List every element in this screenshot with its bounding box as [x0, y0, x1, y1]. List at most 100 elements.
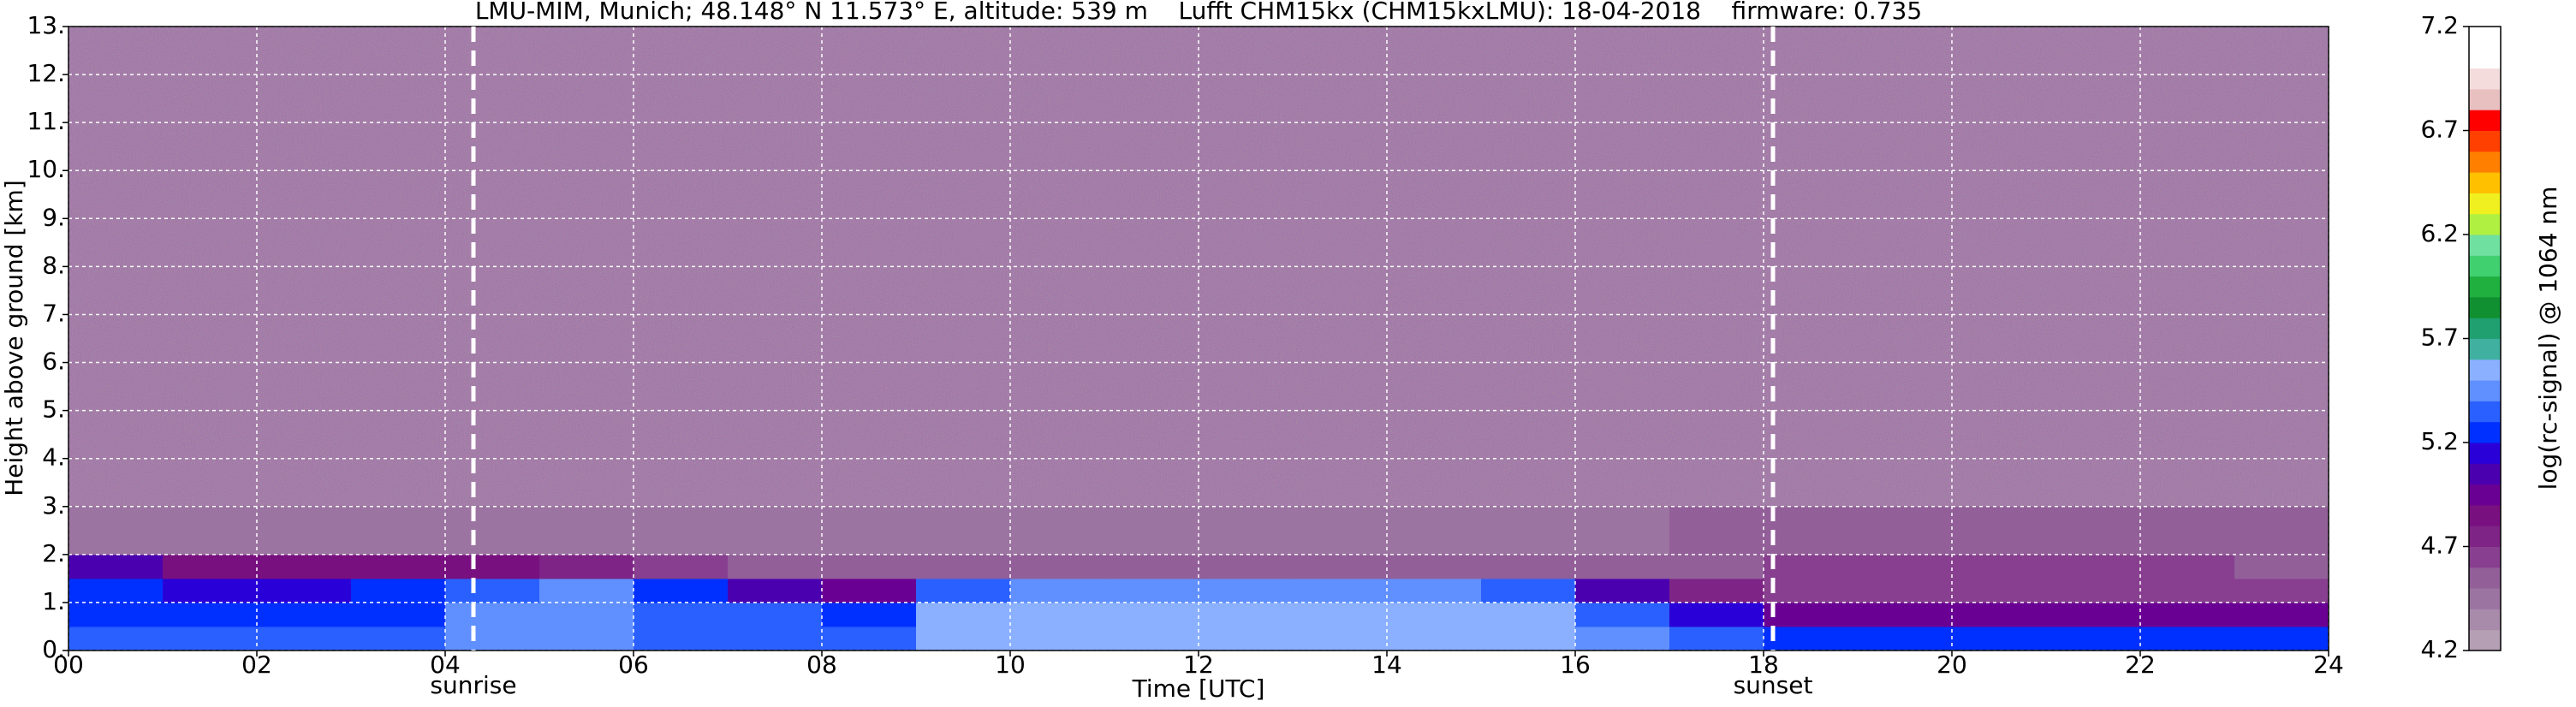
x-tick-label: 08	[806, 651, 837, 679]
heat-cell	[1293, 602, 1388, 627]
heat-cell	[822, 506, 917, 556]
y-tick-label: 11.	[27, 107, 65, 135]
x-tick-label: 10	[995, 651, 1026, 679]
heat-cell	[68, 578, 164, 603]
heat-cell	[2234, 506, 2329, 556]
colorbar-tick-label: 7.2	[2420, 11, 2459, 39]
heat-cell	[2234, 554, 2329, 579]
heat-cell	[1669, 506, 1764, 556]
heat-cell	[1858, 506, 1953, 556]
heat-cell	[916, 506, 1011, 556]
y-tick-label: 0.	[42, 635, 65, 663]
heat-cell	[539, 626, 634, 651]
heat-cell	[822, 554, 917, 579]
heat-cell	[1858, 602, 1953, 627]
heat-cell	[1952, 506, 2047, 556]
heat-cell	[2140, 506, 2235, 556]
heat-cell	[1199, 602, 1294, 627]
y-axis-title: Height above ground [km]	[0, 180, 28, 496]
heat-cell	[1387, 578, 1482, 603]
heat-cell	[1575, 602, 1670, 627]
colorbar-swatch	[2469, 276, 2501, 298]
colorbar-swatch	[2469, 193, 2501, 215]
heat-cell	[257, 578, 352, 603]
heat-cell	[1104, 602, 1199, 627]
colorbar-swatch	[2469, 27, 2501, 48]
heat-cell	[1481, 602, 1576, 627]
colorbar-title: log(rc-signal) @ 1064 nm	[2534, 187, 2562, 490]
heat-cell	[1387, 554, 1482, 579]
colorbar-swatch	[2469, 359, 2501, 381]
heat-cell	[1952, 626, 2047, 651]
heat-cell	[1010, 578, 1105, 603]
heat-cell	[1481, 506, 1576, 556]
colorbar-swatch	[2469, 484, 2501, 506]
heat-cell	[68, 602, 164, 627]
heat-cell	[1104, 554, 1199, 579]
heat-cell	[1010, 506, 1105, 556]
heat-cell	[1199, 506, 1294, 556]
y-tick-label: 7.	[42, 299, 65, 327]
heat-cell	[1104, 626, 1199, 651]
colorbar-swatch	[2469, 380, 2501, 401]
x-axis-title: Time [UTC]	[1132, 674, 1265, 703]
event-label: sunrise	[430, 671, 516, 699]
heat-cell	[1199, 626, 1294, 651]
heat-cell	[1952, 578, 2047, 603]
colorbar-swatch	[2469, 463, 2501, 485]
colorbar-swatch	[2469, 318, 2501, 339]
heat-cell	[1010, 554, 1105, 579]
colorbar-swatch	[2469, 68, 2501, 90]
heat-cell	[1104, 506, 1199, 556]
heat-cell	[1764, 578, 1859, 603]
heat-cell	[1669, 626, 1764, 651]
heat-cell	[539, 578, 634, 603]
heat-cell	[634, 602, 729, 627]
heat-cell	[634, 626, 729, 651]
heat-cell	[68, 626, 164, 651]
heat-cell	[1575, 506, 1670, 556]
x-tick-label: 04	[430, 651, 461, 679]
x-tick-label: 12	[1183, 651, 1214, 679]
heat-cell	[257, 602, 352, 627]
colorbar-tick-label: 6.2	[2420, 219, 2459, 247]
heat-cell	[539, 506, 634, 556]
heat-cell	[1669, 578, 1764, 603]
heat-cell	[1575, 554, 1670, 579]
heat-cell	[916, 602, 1011, 627]
heat-cell	[1387, 602, 1482, 627]
y-tick-label: 2.	[42, 539, 65, 567]
heat-cell	[1952, 602, 2047, 627]
heat-cell	[2046, 626, 2141, 651]
colorbar-swatch	[2469, 546, 2501, 568]
heat-cell	[445, 626, 540, 651]
heat-cell	[68, 506, 164, 556]
heat-cell	[728, 602, 823, 627]
x-tick-label: 14	[1371, 651, 1402, 679]
colorbar-tick-label: 5.2	[2420, 427, 2459, 455]
y-tick-label: 12.	[27, 59, 65, 87]
heat-cell	[68, 554, 164, 579]
heat-cell	[2046, 578, 2141, 603]
colorbar-swatch	[2469, 235, 2501, 256]
colorbar-swatch	[2469, 255, 2501, 277]
heat-cell	[445, 602, 540, 627]
y-tick-label: 10.	[27, 155, 65, 183]
heat-cell	[1481, 626, 1576, 651]
x-tick-label: 20	[1936, 651, 1967, 679]
heat-cell	[1010, 602, 1105, 627]
colorbar-swatch	[2469, 504, 2501, 526]
colorbar-swatch	[2469, 338, 2501, 360]
x-tick-label: 24	[2313, 651, 2344, 679]
colorbar-swatch	[2469, 609, 2501, 631]
colorbar-tick-label: 5.7	[2420, 324, 2459, 352]
colorbar-swatch	[2469, 296, 2501, 318]
heat-cell	[163, 506, 258, 556]
colorbar-swatch	[2469, 401, 2501, 423]
heat-cell	[728, 554, 823, 579]
heat-cell	[2140, 578, 2235, 603]
heat-cell	[257, 506, 352, 556]
heat-cell	[1293, 578, 1388, 603]
heat-cell	[2046, 554, 2141, 579]
heat-cell	[634, 506, 729, 556]
